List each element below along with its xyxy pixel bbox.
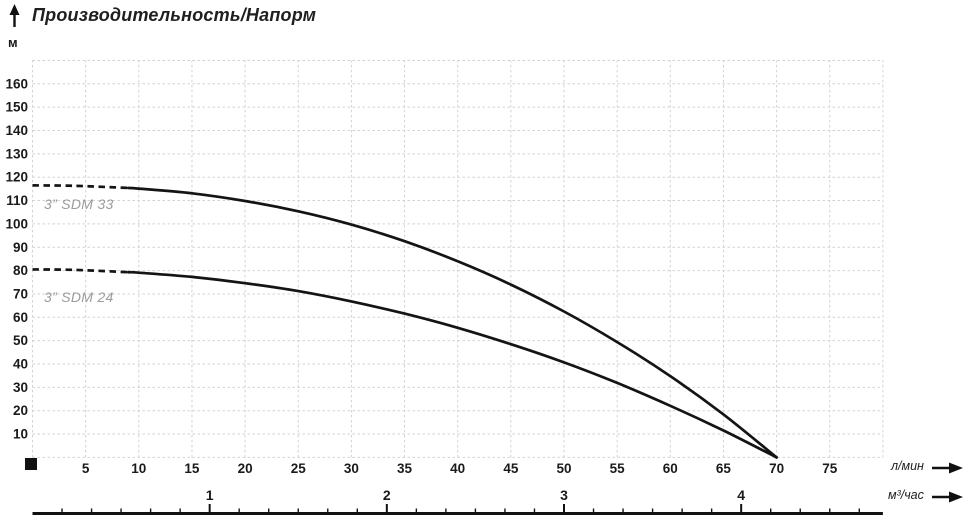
y-axis-tick-label: 100	[5, 216, 28, 231]
curve-label-sdm-33: 3” SDM 33	[44, 196, 114, 212]
x-axis-unit-lmin: л/мин	[891, 459, 924, 473]
y-axis-tick-label: 160	[5, 76, 28, 91]
pump-curve-sdm-33	[126, 186, 778, 459]
pump-curve-sdm-24-dashed	[32, 268, 129, 274]
x-axis-tick-label-lmin: 15	[184, 461, 200, 476]
y-axis-tick-label: 60	[13, 310, 28, 325]
curve-label-sdm-24: 3” SDM 24	[44, 289, 114, 305]
x-axis-tick-label-lmin: 65	[716, 461, 732, 476]
y-axis-tick-label: 110	[6, 193, 28, 208]
y-axis-tick-label: 120	[5, 170, 28, 185]
x-axis-tick-label-lmin: 55	[610, 461, 626, 476]
y-axis-tick-label: 50	[13, 333, 28, 348]
pump-curve-sdm-24	[126, 270, 778, 459]
x-axis-tick-label-lmin: 50	[556, 461, 571, 476]
x-axis-tick-label-m3h: 1	[206, 487, 214, 503]
y-axis-tick-label: 20	[13, 403, 28, 418]
x-axis-tick-label-m3h: 4	[737, 487, 745, 503]
x-axis-tick-label-lmin: 75	[822, 461, 838, 476]
pump-curve-sdm-33-dashed	[32, 184, 129, 190]
y-axis-tick-label: 140	[5, 123, 28, 138]
origin-marker	[25, 458, 37, 470]
x-axis-unit-m3h: м³/час	[888, 488, 924, 502]
chart-title: Производительность/Напорм	[32, 5, 317, 25]
x-axis-tick-label-lmin: 70	[769, 461, 784, 476]
x-axis-tick-label-m3h: 2	[383, 487, 391, 503]
x-axis-tick-label-lmin: 5	[82, 461, 90, 476]
x-axis-tick-label-lmin: 35	[397, 461, 413, 476]
x-axis-tick-label-lmin: 25	[291, 461, 307, 476]
x-axis-tick-label-lmin: 20	[238, 461, 253, 476]
x-axis-tick-label-lmin: 45	[503, 461, 519, 476]
y-axis-tick-label: 150	[5, 100, 28, 115]
x-axis-tick-label-lmin: 30	[344, 461, 359, 476]
x-axis-tick-label-lmin: 10	[131, 461, 146, 476]
x-axis-tick-label-m3h: 3	[560, 487, 568, 503]
flow-m3h-arrow-icon	[949, 491, 963, 503]
flow-lmin-arrow-icon	[949, 462, 963, 474]
x-axis-tick-label-lmin: 60	[663, 461, 678, 476]
x-axis-tick-label-lmin: 40	[450, 461, 465, 476]
y-axis-tick-label: 30	[13, 380, 28, 395]
y-axis-tick-label: 80	[13, 263, 28, 278]
y-axis-arrowhead-icon	[9, 4, 20, 15]
y-axis-tick-label: 130	[5, 146, 28, 161]
y-axis-tick-label: 40	[13, 357, 28, 372]
y-axis-tick-label: 10	[13, 427, 28, 442]
y-axis-tick-label: 70	[13, 286, 28, 301]
y-axis-unit-label: м	[8, 35, 18, 50]
y-axis-tick-label: 90	[13, 240, 28, 255]
